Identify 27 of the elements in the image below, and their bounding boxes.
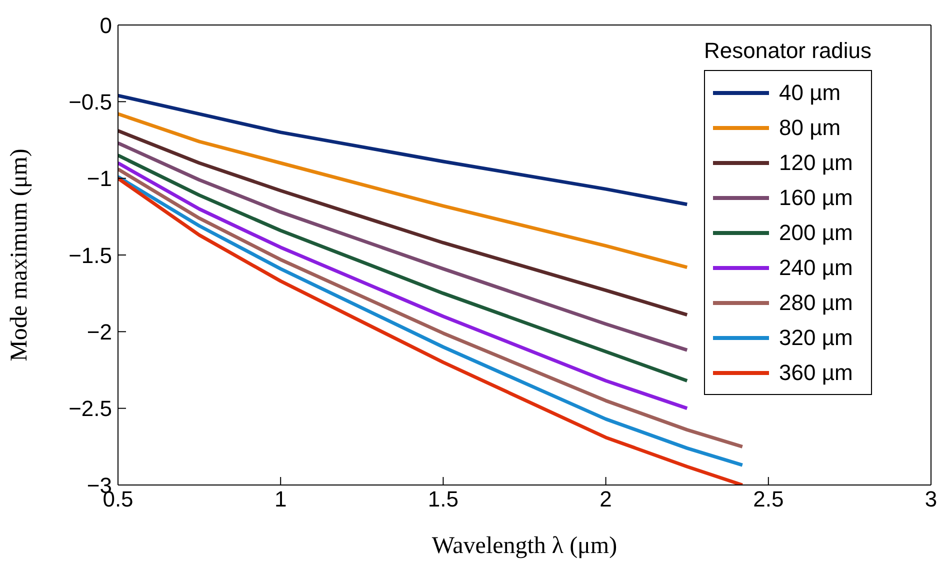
x-tick-label: 1	[274, 486, 287, 512]
legend-label: 40 µm	[779, 80, 841, 106]
line-series	[118, 141, 689, 352]
x-tick-label: 1.5	[428, 486, 458, 512]
line-series	[118, 129, 689, 317]
legend-label: 240 µm	[779, 254, 853, 280]
y-tick-label: −1	[86, 166, 112, 192]
legend-label: 360 µm	[779, 360, 853, 386]
x-tick-label: 2	[600, 486, 612, 512]
legend-title: Resonator radius	[704, 38, 872, 64]
y-tick-label: 0	[100, 12, 112, 38]
y-axis-title: Mode maximum (μm)	[6, 148, 33, 362]
legend-label: 280 µm	[779, 290, 853, 316]
y-tick-label: −1.5	[68, 242, 112, 268]
x-tick-label: 3	[924, 486, 938, 512]
line-series	[118, 112, 689, 270]
line-series	[118, 94, 689, 206]
y-tick-label: −2	[86, 319, 112, 344]
legend-label: 80 µm	[779, 114, 841, 140]
y-tick-label: −2.5	[68, 396, 112, 422]
x-axis-title: Wavelength λ (μm)	[432, 533, 618, 559]
legend-label: 120 µm	[779, 150, 853, 176]
legend-label: 200 µm	[779, 220, 853, 246]
legend-label: 320 µm	[779, 324, 853, 350]
legend-label: 160 µm	[779, 184, 853, 210]
x-tick-label: 2.5	[753, 486, 784, 512]
y-tick-label: −0.5	[68, 89, 112, 114]
